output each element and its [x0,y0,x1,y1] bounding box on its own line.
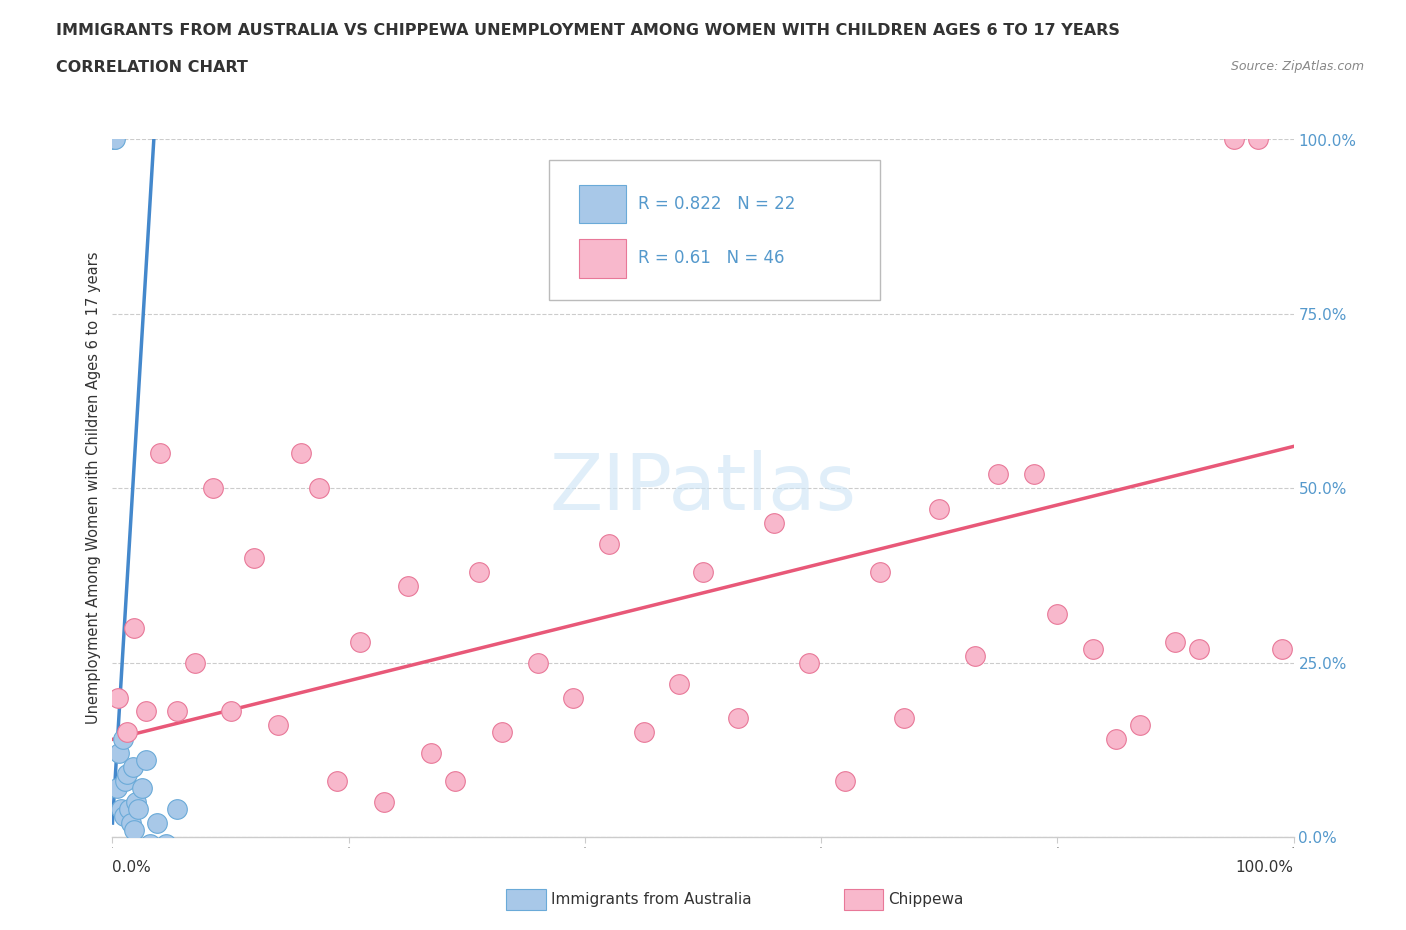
Point [834,774,856,789]
Point [444,774,467,789]
Point [105,781,128,796]
Point [396,578,419,593]
Point [135,704,157,719]
Text: 0.0%: 0.0% [112,860,152,875]
Point [1046,606,1069,621]
Point [219,704,242,719]
Point [668,676,690,691]
Point [308,481,330,496]
Point [112,809,135,824]
Point [166,704,188,719]
Point [633,725,655,740]
Point [762,515,785,530]
Point [121,760,143,775]
Point [491,725,513,740]
Bar [579,239,626,277]
Point [893,711,915,725]
FancyBboxPatch shape [550,161,880,300]
Point [692,565,714,579]
Text: R = 0.822   N = 22: R = 0.822 N = 22 [638,194,796,213]
Point [131,781,153,796]
Point [124,823,146,838]
Point [115,725,138,740]
Point [120,816,142,830]
Point [114,774,136,789]
Text: R = 0.61   N = 46: R = 0.61 N = 46 [638,249,785,267]
Point [146,816,169,830]
Point [1022,467,1045,482]
Point [135,753,157,768]
Point [184,656,207,671]
Point [799,656,821,671]
Text: IMMIGRANTS FROM AUSTRALIA VS CHIPPEWA UNEMPLOYMENT AMONG WOMEN WITH CHILDREN AGE: IMMIGRANTS FROM AUSTRALIA VS CHIPPEWA UN… [56,23,1121,38]
Point [1129,718,1152,733]
Point [107,690,129,705]
Point [928,502,950,517]
Point [166,802,188,817]
Point [108,746,131,761]
Point [562,690,585,705]
Point [1223,132,1246,147]
Point [349,634,371,649]
Point [373,794,395,809]
Point [139,837,162,852]
Point [420,746,443,761]
Point [987,467,1010,482]
Point [111,732,134,747]
Text: ZIPatlas: ZIPatlas [550,450,856,526]
Point [118,802,141,817]
Bar [579,185,626,223]
Point [1188,642,1211,657]
Point [122,620,145,635]
Point [1164,634,1187,649]
Point [598,537,620,551]
Text: Chippewa: Chippewa [889,892,965,907]
Point [110,802,132,817]
Y-axis label: Unemployment Among Women with Children Ages 6 to 17 years: Unemployment Among Women with Children A… [86,252,101,724]
Point [1081,642,1104,657]
Point [101,132,124,147]
Point [526,656,548,671]
Point [104,132,127,147]
Point [125,794,148,809]
Text: CORRELATION CHART: CORRELATION CHART [56,60,247,75]
Point [326,774,349,789]
Point [290,446,312,461]
Point [117,766,138,781]
Point [1247,132,1270,147]
Point [1271,642,1294,657]
Point [155,837,177,852]
Point [243,551,266,565]
Point [267,718,290,733]
Point [963,648,986,663]
Point [103,132,125,147]
Point [869,565,891,579]
Point [149,446,172,461]
Point [1105,732,1128,747]
Point [467,565,489,579]
Text: Source: ZipAtlas.com: Source: ZipAtlas.com [1230,60,1364,73]
Point [727,711,749,725]
Point [127,802,149,817]
Point [201,481,224,496]
Text: 100.0%: 100.0% [1236,860,1294,875]
Text: Immigrants from Australia: Immigrants from Australia [551,892,752,907]
